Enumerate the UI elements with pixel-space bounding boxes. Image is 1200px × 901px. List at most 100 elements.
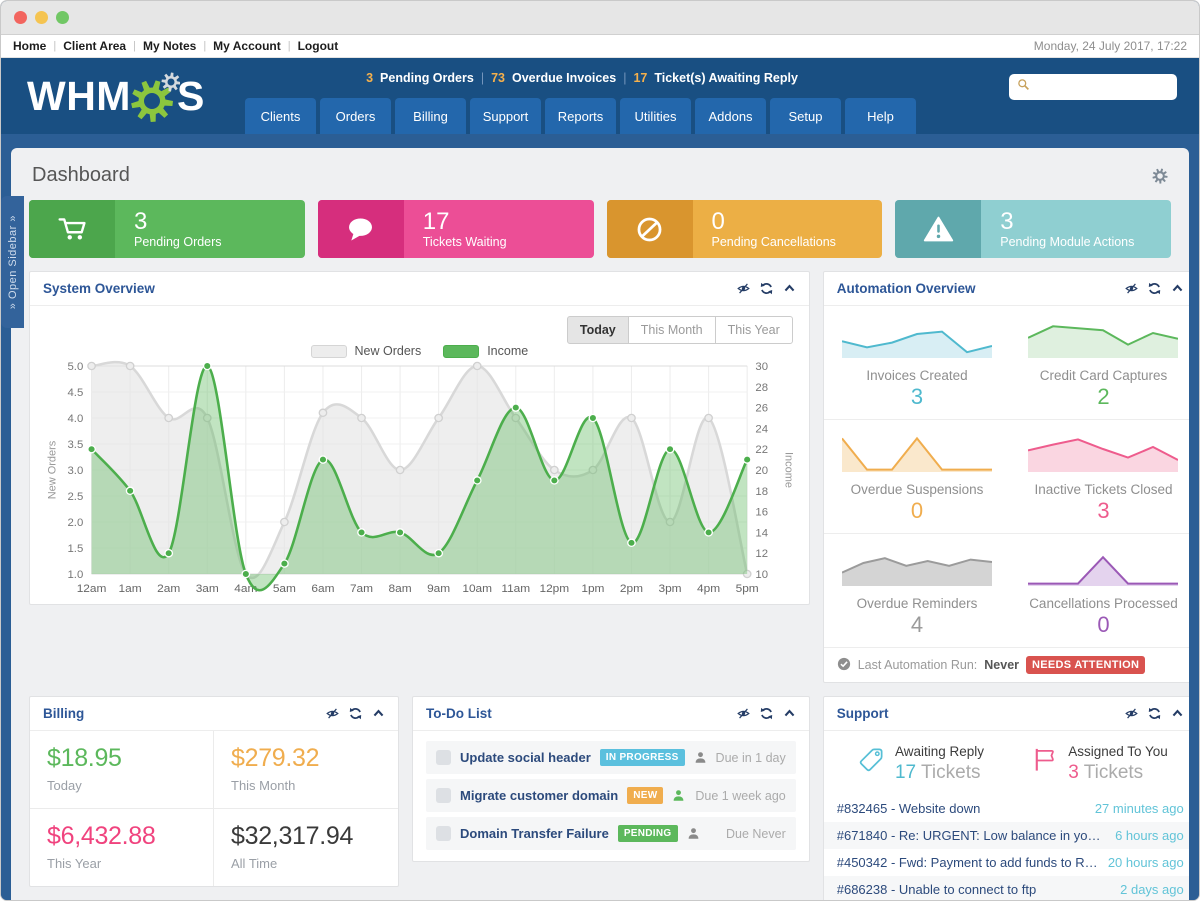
todo-checkbox[interactable] — [436, 750, 451, 765]
assigned-person-icon — [672, 789, 685, 802]
collapse-widget-chevron-up-icon[interactable] — [372, 707, 385, 720]
refresh-widget-icon[interactable] — [1148, 707, 1161, 720]
range-button-this-month[interactable]: This Month — [627, 316, 716, 344]
menubar-item-client-area[interactable]: Client Area — [63, 39, 127, 53]
app-header: WHM S 3 Pending Orders | 73 Overdue Invoices |… — [1, 58, 1199, 134]
todo-task-title[interactable]: Domain Transfer Failure — [460, 826, 609, 841]
nav-tab-help[interactable]: Help — [845, 98, 916, 134]
window-minimize-button[interactable] — [35, 11, 48, 24]
refresh-widget-icon[interactable] — [349, 707, 362, 720]
support-summary-assigned-to-you: Assigned To You 3 Tickets — [1010, 744, 1189, 784]
billing-period-label: This Year — [47, 856, 102, 871]
automation-card-inactive-tickets-closed[interactable]: Inactive Tickets Closed 3 — [1010, 420, 1189, 534]
automation-card-overdue-reminders[interactable]: Overdue Reminders 4 — [824, 534, 1011, 647]
nav-tab-addons[interactable]: Addons — [695, 98, 766, 134]
nav-tab-support[interactable]: Support — [470, 98, 541, 134]
open-sidebar-tab[interactable]: » Open Sidebar » — [1, 196, 24, 328]
stat-card-pending-module-actions[interactable]: 3 Pending Module Actions — [895, 200, 1171, 258]
ticket-row[interactable]: #832465 - Website down 27 minutes ago — [824, 795, 1189, 822]
nav-tab-orders[interactable]: Orders — [320, 98, 391, 134]
nav-tab-clients[interactable]: Clients — [245, 98, 316, 134]
svg-text:1pm: 1pm — [581, 582, 604, 595]
ticket-time: 20 hours ago — [1107, 855, 1184, 870]
todo-item: Update social header IN PROGRESS Due in 1 … — [426, 741, 796, 774]
menubar-item-my-account[interactable]: My Account — [213, 39, 281, 53]
range-button-today[interactable]: Today — [566, 316, 629, 344]
hide-widget-eye-slash-icon[interactable] — [1124, 707, 1138, 720]
support-summary-count: 17 Tickets — [895, 762, 984, 784]
automation-card-cancellations-processed[interactable]: Cancellations Processed 0 — [1010, 534, 1189, 647]
panel-title: Billing — [43, 706, 85, 721]
stat-card-body: 0 Pending Cancellations — [693, 200, 836, 258]
svg-text:3.5: 3.5 — [68, 439, 84, 451]
collapse-widget-chevron-up-icon[interactable] — [783, 707, 796, 720]
hide-widget-eye-slash-icon[interactable] — [736, 707, 750, 720]
ticket-row[interactable]: #686238 - Unable to connect to ftp 2 days… — [823, 876, 1189, 900]
pending-notifications[interactable]: 3 Pending Orders | 73 Overdue Invoices | 17 Tic… — [245, 58, 919, 98]
search-input[interactable] — [1035, 79, 1169, 95]
nav-tab-reports[interactable]: Reports — [545, 98, 616, 134]
todo-task-title[interactable]: Update social header — [460, 750, 591, 765]
ticket-row[interactable]: #671840 - Re: URGENT: Low balance in you… — [823, 822, 1189, 849]
whmcs-logo[interactable]: WHM S — [27, 70, 205, 122]
range-button-this-year[interactable]: This Year — [714, 316, 793, 344]
open-sidebar-label: » Open Sidebar » — [6, 214, 19, 310]
ticket-subject: #450342 - Fwd: Payment to add funds to R… — [836, 855, 1100, 870]
todo-checkbox[interactable] — [436, 788, 451, 803]
refresh-widget-icon[interactable] — [760, 707, 773, 720]
collapse-widget-chevron-up-icon[interactable] — [1171, 282, 1184, 295]
todo-status-badge: NEW — [627, 787, 664, 804]
ticket-subject: #832465 - Website down — [836, 801, 981, 816]
collapse-widget-chevron-up-icon[interactable] — [1171, 707, 1184, 720]
svg-text:5.0: 5.0 — [68, 361, 84, 373]
svg-text:1.0: 1.0 — [68, 569, 84, 581]
system-overview-panel: System Overview Today This Month This Year… — [29, 271, 810, 605]
page-title: Dashboard — [32, 164, 130, 186]
todo-due-date: Due Never — [725, 826, 786, 841]
ticket-row[interactable]: #450342 - Fwd: Payment to add funds to R… — [824, 849, 1189, 876]
current-datetime: Monday, 24 July 2017, 17:22 — [1033, 39, 1187, 53]
menubar-item-logout[interactable]: Logout — [297, 39, 339, 53]
menubar-separator: | — [133, 40, 136, 52]
stat-card-pending-cancellations[interactable]: 0 Pending Cancellations — [606, 200, 883, 258]
todo-due-date: Due in 1 day — [715, 750, 786, 765]
refresh-widget-icon[interactable] — [1148, 282, 1161, 295]
panel-actions — [1124, 707, 1184, 720]
admin-search[interactable] — [1009, 74, 1177, 100]
hide-widget-eye-slash-icon[interactable] — [736, 282, 750, 295]
todo-checkbox[interactable] — [436, 826, 451, 841]
stat-cards-row: 3 Pending Orders 17 Tickets Waiting 0 Pending… — [29, 200, 1171, 258]
hide-widget-eye-slash-icon[interactable] — [326, 707, 339, 720]
svg-text:14: 14 — [755, 528, 768, 540]
stat-value: 0 — [711, 208, 725, 235]
search-icon — [1017, 78, 1030, 96]
automation-card-invoices-created[interactable]: Invoices Created 3 — [823, 306, 1011, 420]
todo-task-title[interactable]: Migrate customer domain — [460, 788, 619, 803]
billing-cell-all-time: $32,317.94 All Time — [214, 809, 398, 886]
dashboard-settings-gear-icon[interactable] — [1152, 168, 1168, 184]
billing-amount: $32,317.94 — [231, 822, 354, 850]
assigned-person-icon — [694, 751, 707, 764]
nav-tab-setup[interactable]: Setup — [770, 98, 841, 134]
nav-tab-utilities[interactable]: Utilities — [620, 98, 691, 134]
collapse-widget-chevron-up-icon[interactable] — [783, 282, 796, 295]
billing-amount: $279.32 — [231, 744, 320, 772]
stat-card-pending-orders[interactable]: 3 Pending Orders — [29, 200, 305, 258]
window-close-button[interactable] — [14, 11, 27, 24]
orders-income-chart: 1.0 1.5 2.0 2.5 3.0 3.5 4.0 4.5 5.0 10 12 14 16 18 20 2… — [46, 360, 795, 595]
svg-text:6am: 6am — [311, 582, 334, 595]
window-zoom-button[interactable] — [56, 11, 69, 24]
ticket-subject: #686238 - Unable to connect to ftp — [836, 882, 1037, 897]
automation-card-label: Invoices Created — [866, 368, 968, 383]
menubar-item-my-notes[interactable]: My Notes — [142, 39, 197, 53]
automation-card-overdue-suspensions[interactable]: Overdue Suspensions 0 — [823, 420, 1011, 534]
automation-card-credit-card-captures[interactable]: Credit Card Captures 2 — [1010, 306, 1189, 420]
menubar-item-home[interactable]: Home — [13, 39, 47, 53]
automation-card-label: Inactive Tickets Closed — [1034, 482, 1173, 497]
refresh-widget-icon[interactable] — [760, 282, 773, 295]
hide-widget-eye-slash-icon[interactable] — [1124, 282, 1138, 295]
svg-text:20: 20 — [755, 465, 768, 477]
stat-card-tickets-waiting[interactable]: 17 Tickets Waiting — [317, 200, 594, 258]
svg-text:24: 24 — [755, 424, 768, 436]
nav-tab-billing[interactable]: Billing — [395, 98, 466, 134]
